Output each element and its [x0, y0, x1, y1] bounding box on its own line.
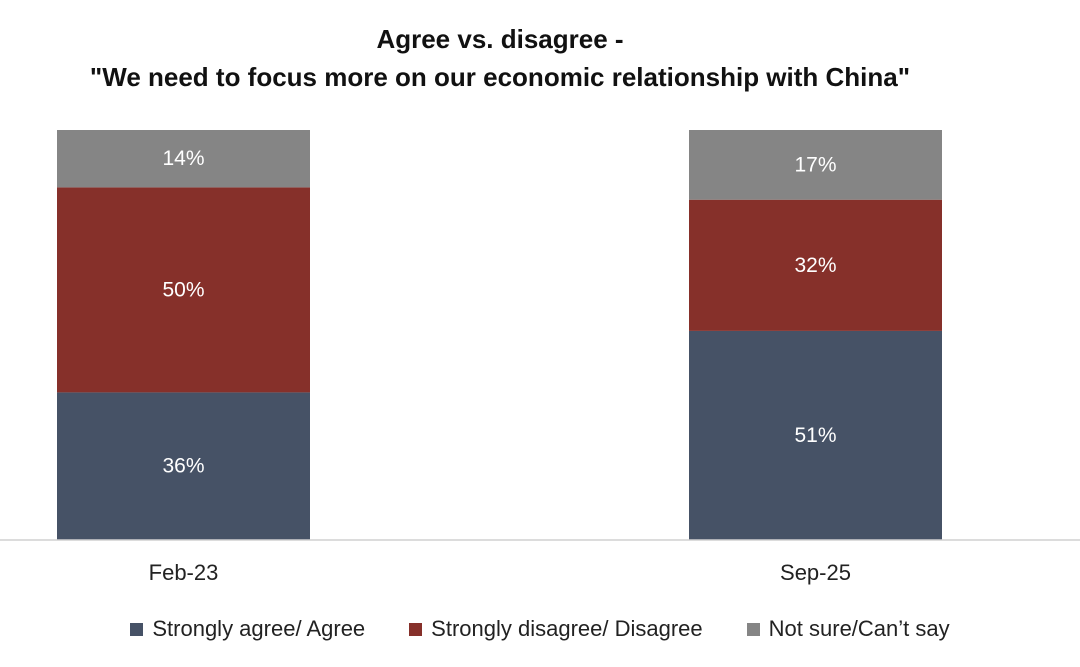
- legend-item-disagree: Strongly disagree/ Disagree: [409, 616, 703, 642]
- chart-title: Agree vs. disagree -: [376, 24, 624, 54]
- x-tick-label-sep-25: Sep-25: [780, 560, 851, 585]
- data-label-sep-25-strongly-agree-agree: 51%: [794, 424, 836, 447]
- legend-label-disagree: Strongly disagree/ Disagree: [431, 616, 703, 641]
- data-label-sep-25-not-sure-can-t-say: 17%: [794, 153, 836, 176]
- legend-swatch-agree: [130, 622, 144, 636]
- legend-label-not-sure: Not sure/Can’t say: [768, 616, 950, 641]
- stacked-bar-chart: 36% 50% 14% 51% 32% 17% Feb-23 Sep-25: [0, 130, 1080, 585]
- legend-swatch-not-sure: [746, 622, 760, 636]
- data-label-sep-25-strongly-disagree-disagree: 32%: [794, 254, 836, 277]
- bars-group: 36% 50% 14% 51% 32% 17%: [57, 130, 942, 540]
- x-tick-labels: Feb-23 Sep-25: [149, 560, 851, 585]
- bar-segment-sep-25-strongly-disagree-disagree: [689, 199, 942, 331]
- legend: Strongly agree/ Agree Strongly disagree/…: [0, 616, 1080, 642]
- bar-segment-feb-23-not-sure-can-t-say: [57, 130, 310, 188]
- x-tick-label-feb-23: Feb-23: [149, 560, 219, 585]
- legend-item-agree: Strongly agree/ Agree: [130, 616, 365, 642]
- legend-item-not-sure: Not sure/Can’t say: [746, 616, 950, 642]
- bar-segment-feb-23-strongly-disagree-disagree: [57, 187, 310, 393]
- bar-segment-sep-25-strongly-agree-agree: [689, 330, 942, 540]
- bar-segment-feb-23-strongly-agree-agree: [57, 392, 310, 540]
- data-label-feb-23-strongly-agree-agree: 36%: [162, 455, 204, 478]
- legend-swatch-disagree: [409, 622, 423, 636]
- legend-label-agree: Strongly agree/ Agree: [152, 616, 366, 641]
- bar-segment-sep-25-not-sure-can-t-say: [689, 130, 942, 200]
- data-label-feb-23-strongly-disagree-disagree: 50%: [162, 278, 204, 301]
- chart-subtitle: "We need to focus more on our economic r…: [89, 62, 911, 92]
- data-label-feb-23-not-sure-can-t-say: 14%: [162, 147, 204, 170]
